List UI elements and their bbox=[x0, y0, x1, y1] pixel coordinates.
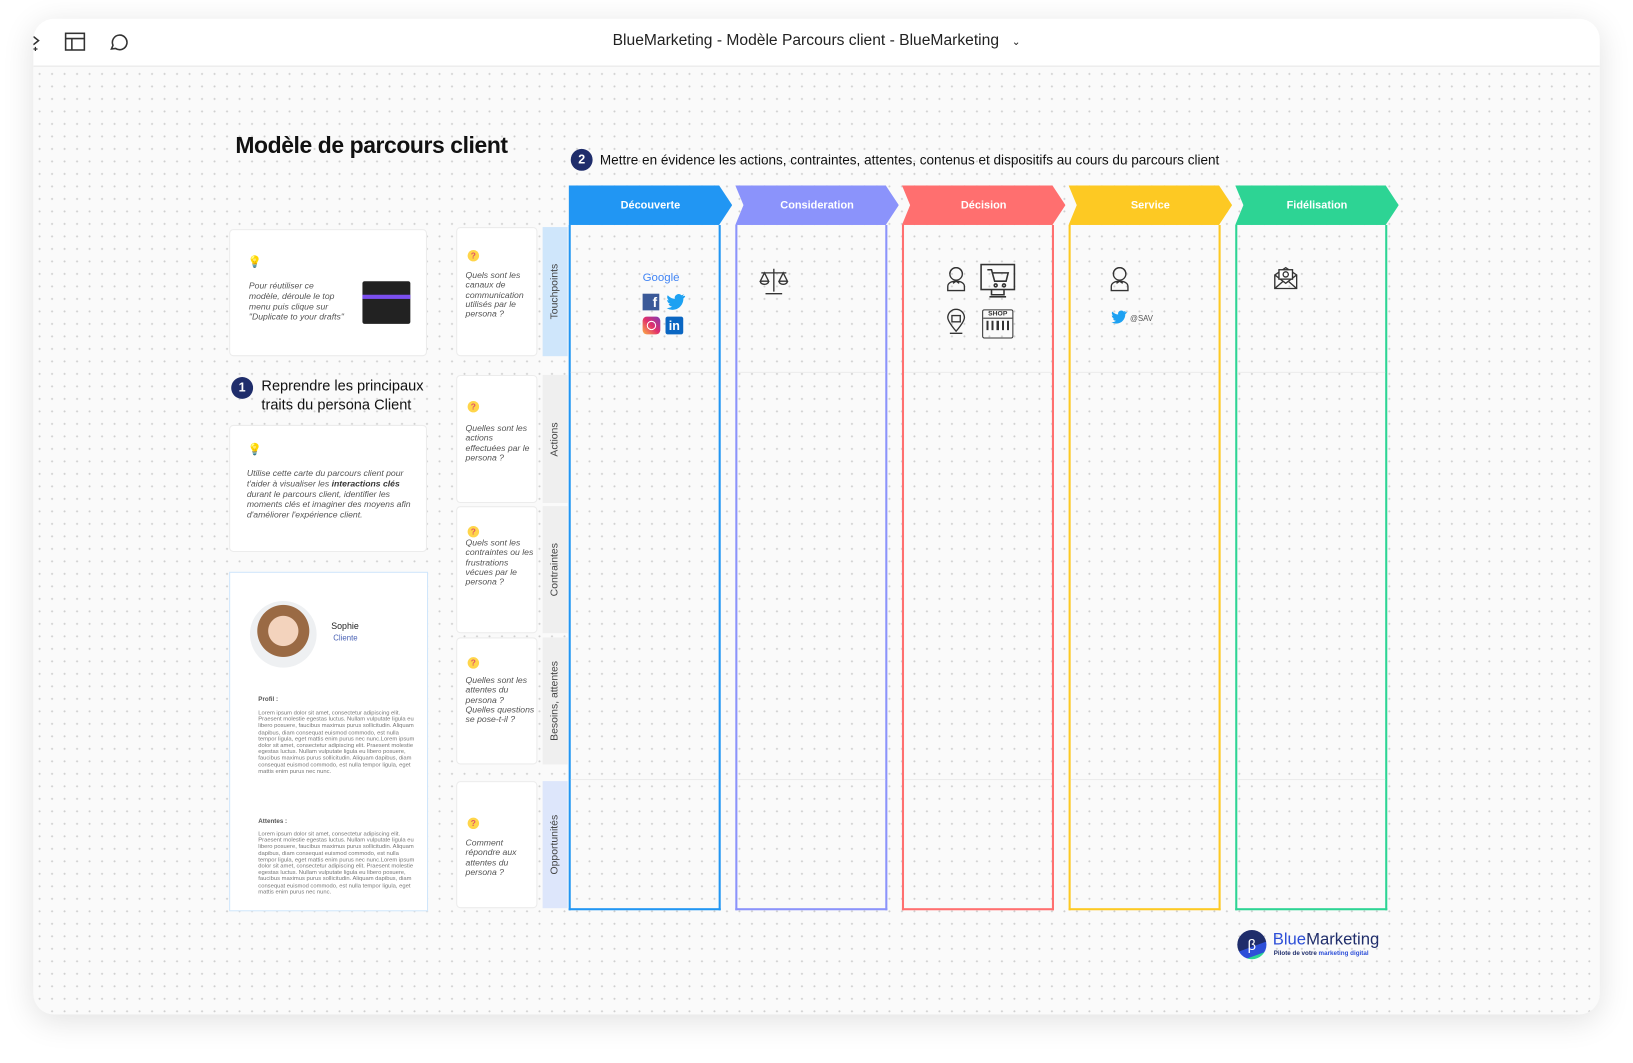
row-label-text: Touchpoints bbox=[549, 263, 561, 320]
logo-tagline-b: marketing digital bbox=[1318, 950, 1369, 958]
balance-scale-icon bbox=[759, 268, 789, 295]
file-title[interactable]: BlueMarketing - Modèle Parcours client -… bbox=[612, 31, 1021, 49]
expectations-text: Lorem ipsum dolor sit amet, consectetur … bbox=[258, 831, 415, 896]
step-2-badge: 2 bbox=[570, 148, 593, 171]
question-text: Comment répondre aux attentes du persona… bbox=[465, 837, 517, 877]
support-agent-icon bbox=[947, 266, 966, 292]
tip-card-duplicate[interactable]: 💡 Pour réutiliser ce modèle, déroule le … bbox=[229, 229, 428, 357]
board-title: Modèle de parcours client bbox=[235, 132, 508, 159]
stage-column-service[interactable] bbox=[1068, 224, 1221, 911]
app-window: BlueMarketing - Modèle Parcours client -… bbox=[33, 18, 1600, 1015]
cursor-icon[interactable] bbox=[33, 30, 50, 53]
location-pin-bag-icon bbox=[947, 308, 966, 334]
persona-avatar bbox=[249, 600, 317, 668]
question-card[interactable]: ? Quels sont les contraintes ou les frus… bbox=[456, 506, 538, 634]
google-logo: Google bbox=[642, 271, 680, 285]
profile-label: Profil : bbox=[258, 696, 279, 704]
row-label: Opportunités bbox=[542, 781, 568, 909]
linkedin-icon: in bbox=[665, 316, 684, 335]
persona-name: Sophie bbox=[331, 620, 359, 632]
row-label: Actions bbox=[542, 374, 568, 504]
question-text: Quels sont les contraintes ou les frustr… bbox=[465, 537, 534, 587]
facebook-icon: f bbox=[642, 293, 660, 311]
online-shopping-cart-icon bbox=[980, 263, 1016, 298]
tip-text: durant le parcours client, identifier le… bbox=[246, 488, 411, 520]
twitter-icon bbox=[1111, 310, 1127, 324]
profile-text: Lorem ipsum dolor sit amet, consectetur … bbox=[258, 710, 415, 775]
stage-column-consideration[interactable] bbox=[735, 224, 888, 911]
row-label-text: Actions bbox=[549, 421, 561, 457]
question-mark-icon: ? bbox=[467, 657, 480, 669]
stage-column-fidelisation[interactable] bbox=[1235, 224, 1388, 911]
question-card[interactable]: ? Comment répondre aux attentes du perso… bbox=[456, 781, 538, 909]
chevron-down-icon[interactable]: ⌄ bbox=[1011, 36, 1021, 48]
stage-header-decouverte[interactable]: Découverte bbox=[568, 185, 733, 225]
comment-icon[interactable] bbox=[106, 30, 129, 53]
row-label: Touchpoints bbox=[542, 227, 568, 357]
stage-header-service[interactable]: Service bbox=[1068, 185, 1233, 225]
stage-header-decision[interactable]: Décision bbox=[901, 185, 1066, 225]
lightbulb-icon: 💡 bbox=[247, 443, 263, 457]
persona-role: Cliente bbox=[333, 633, 358, 643]
question-text: Quelles sont les actions effectuées par … bbox=[465, 422, 530, 463]
question-mark-icon: ? bbox=[467, 525, 480, 538]
persona-card[interactable]: Sophie Cliente Profil : Lorem ipsum dolo… bbox=[229, 571, 429, 912]
step-1-badge: 1 bbox=[231, 377, 254, 399]
shop-sign-text: SHOP bbox=[983, 310, 1013, 319]
row-label-text: Opportunités bbox=[549, 814, 561, 875]
question-card[interactable]: ? Quelles sont les actions effectuées pa… bbox=[456, 374, 538, 504]
tip-card-usage[interactable]: 💡 Utilise cette carte du parcours client… bbox=[229, 424, 428, 552]
top-bar: BlueMarketing - Modèle Parcours client -… bbox=[33, 18, 1600, 67]
step-1-heading: Reprendre les principaux traits du perso… bbox=[261, 377, 424, 413]
tip-text: Utilise cette carte du parcours client p… bbox=[246, 467, 404, 489]
twitter-handle: @SAV bbox=[1130, 313, 1154, 323]
expectations-label: Attentes : bbox=[258, 818, 288, 825]
logo-text-b: Marketing bbox=[1306, 931, 1380, 949]
question-text: Quelles sont les attentes du persona ? Q… bbox=[465, 674, 535, 725]
question-card[interactable]: ? Quelles sont les attentes du persona ?… bbox=[456, 637, 538, 765]
tip-text: Pour réutiliser ce modèle, déroule le to… bbox=[248, 280, 344, 322]
question-card[interactable]: ? Quels sont les canaux de communication… bbox=[456, 227, 538, 357]
row-label: Besoins, attentes bbox=[542, 637, 568, 765]
menu-screenshot-image bbox=[362, 281, 411, 324]
row-label-text: Contraintes bbox=[549, 543, 561, 597]
logo-text-a: Blue bbox=[1272, 931, 1307, 949]
tip-bold-text: interactions clés bbox=[331, 478, 400, 489]
stage-header-consideration[interactable]: Consideration bbox=[735, 185, 899, 225]
row-label: Contraintes bbox=[542, 506, 568, 634]
twitter-icon bbox=[666, 294, 686, 310]
lightbulb-icon: 💡 bbox=[247, 256, 263, 269]
layout-icon[interactable] bbox=[64, 30, 87, 53]
support-agent-icon bbox=[1110, 266, 1129, 292]
logo-mark-icon: β bbox=[1237, 930, 1267, 960]
question-text: Quels sont les canaux de communication u… bbox=[465, 269, 524, 319]
logo-tagline-a: Pilote de votre bbox=[1273, 950, 1319, 958]
stage-column-decision[interactable] bbox=[901, 224, 1054, 911]
instagram-icon bbox=[642, 316, 661, 335]
stage-header-fidelisation[interactable]: Fidélisation bbox=[1235, 185, 1399, 225]
email-envelope-icon bbox=[1274, 266, 1298, 290]
stage-column-decouverte[interactable] bbox=[568, 224, 721, 911]
step-2-heading: Mettre en évidence les actions, contrain… bbox=[599, 152, 1220, 168]
question-mark-icon: ? bbox=[467, 400, 480, 413]
question-mark-icon: ? bbox=[467, 249, 480, 262]
shop-storefront-icon: SHOP bbox=[982, 309, 1014, 339]
question-mark-icon: ? bbox=[467, 817, 480, 830]
bluemarketing-logo: β BlueMarketing Pilote de votre marketin… bbox=[1237, 930, 1393, 961]
row-label-text: Besoins, attentes bbox=[549, 660, 561, 741]
